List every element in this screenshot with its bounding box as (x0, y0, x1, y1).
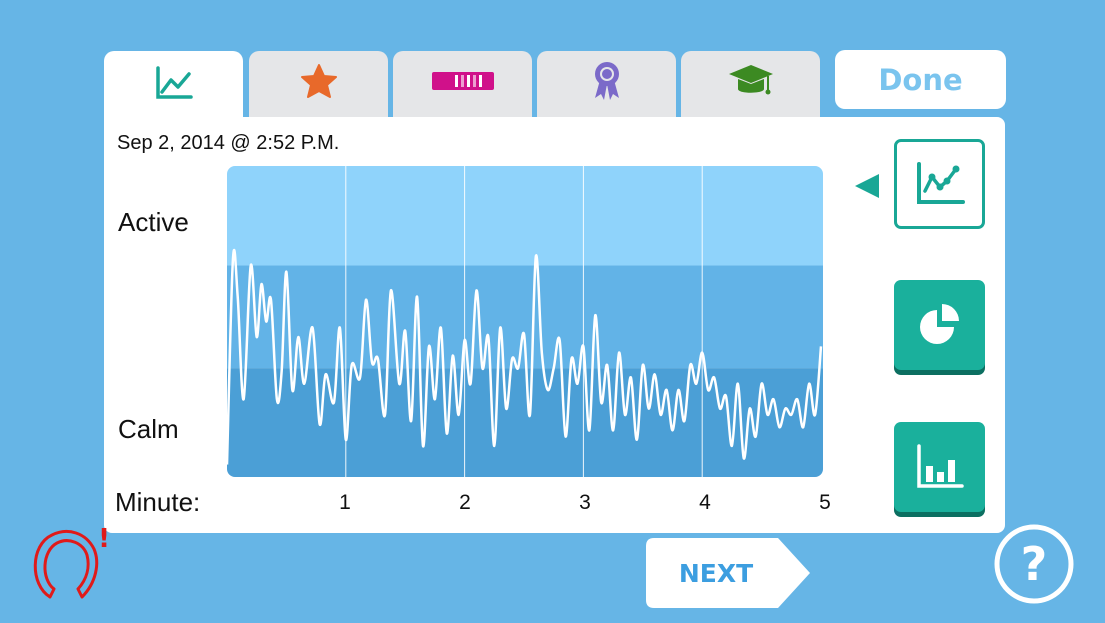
bar-chart-view-button[interactable] (894, 422, 985, 512)
tab-favorites[interactable] (249, 51, 388, 119)
x-tick-label: 4 (699, 491, 711, 514)
graduation-cap-icon (728, 65, 773, 95)
pie-chart-view-button[interactable] (894, 280, 985, 370)
x-tick-label: 2 (459, 491, 471, 514)
activity-chart (227, 166, 823, 477)
y-label-calm: Calm (118, 414, 179, 444)
progress-bar-icon (431, 72, 494, 90)
help-button[interactable]: ? (993, 523, 1075, 605)
tab-achievements[interactable] (537, 51, 676, 119)
line-graph-icon (916, 162, 965, 204)
y-label-active: Active (118, 207, 189, 237)
tab-levels[interactable] (393, 51, 532, 119)
bar-chart-icon (916, 444, 964, 488)
line-graph-view-button[interactable] (894, 139, 985, 229)
pie-chart-icon (919, 304, 959, 344)
x-tick-label: 1 (339, 491, 351, 514)
chart-zone-band (227, 166, 823, 266)
x-tick-label: 5 (819, 491, 831, 514)
question-mark-icon: ? (994, 524, 1074, 604)
next-label: NEXT (678, 558, 754, 588)
session-timestamp: Sep 2, 2014 @ 2:52 P.M. (117, 132, 340, 154)
line-chart-icon (155, 66, 193, 99)
activity-chart-svg (227, 166, 823, 477)
x-axis-prefix: Minute: (115, 487, 201, 517)
help-label: ? (1021, 537, 1048, 591)
alert-mark: ! (98, 524, 110, 554)
headset-sensor-icon: ! (33, 524, 110, 599)
next-arrow-shape (646, 538, 810, 608)
activity-series-line (227, 248, 823, 465)
star-icon (300, 64, 337, 98)
x-tick-label: 3 (579, 491, 591, 514)
done-button[interactable]: Done (835, 50, 1006, 109)
award-ribbon-icon (594, 62, 619, 100)
selected-view-pointer (855, 174, 879, 198)
chart-zone-band (227, 368, 823, 477)
tab-progress-graph[interactable] (104, 51, 243, 123)
tab-learn[interactable] (681, 51, 820, 119)
sensor-status-button[interactable]: ! (28, 523, 112, 603)
next-button[interactable]: NEXT (646, 538, 810, 608)
